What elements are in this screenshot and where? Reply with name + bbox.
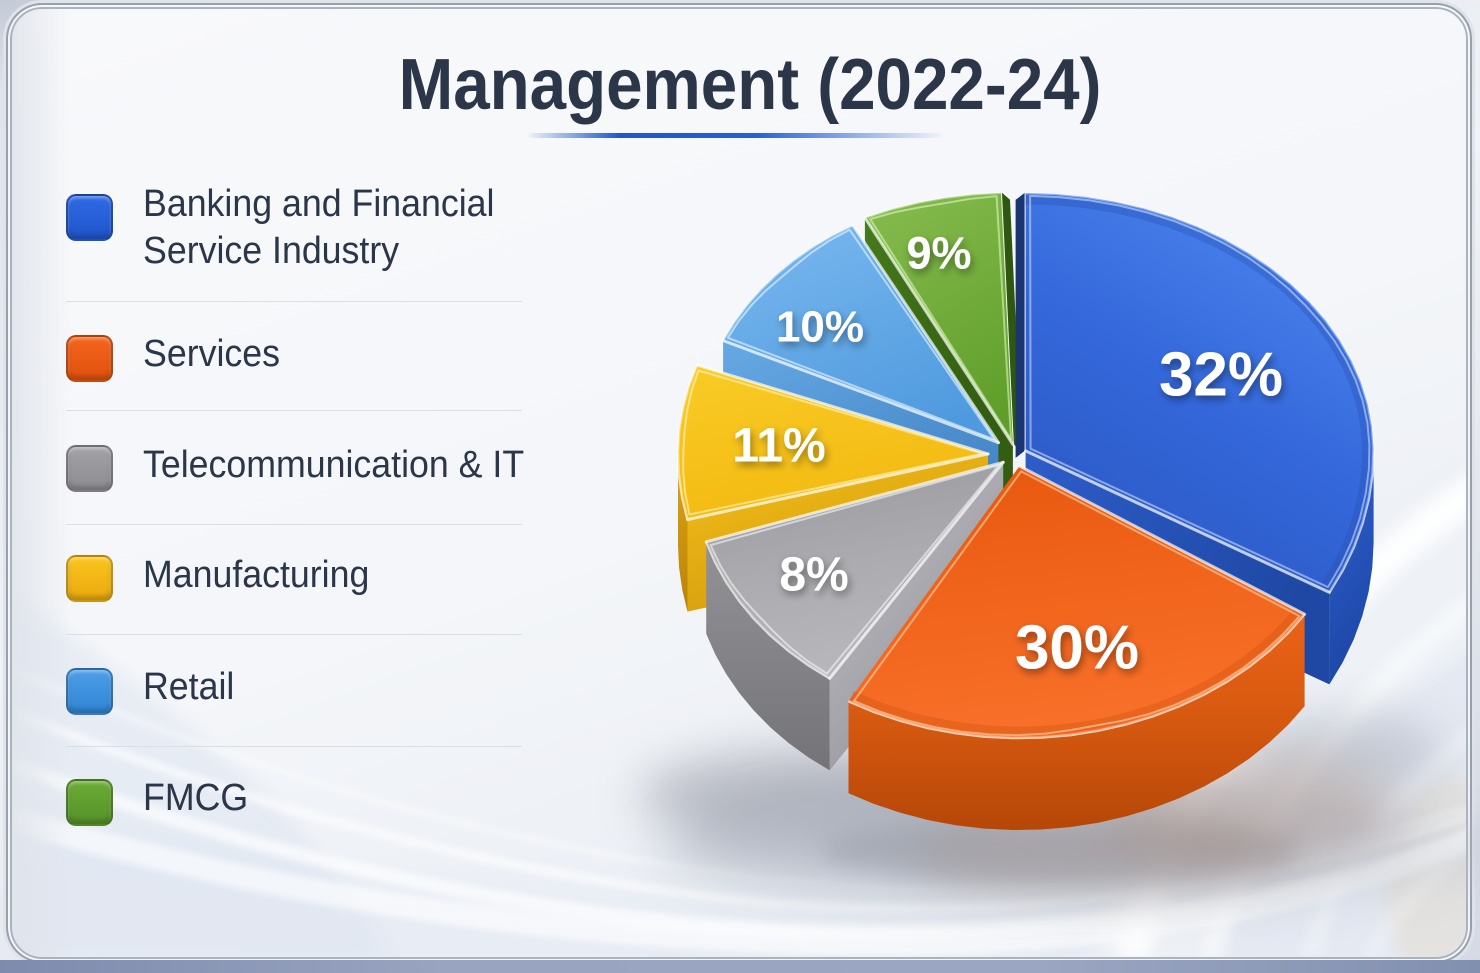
svg-text:32%: 32% (1159, 341, 1283, 410)
svg-text:8%: 8% (779, 549, 848, 602)
svg-text:30%: 30% (1015, 614, 1139, 683)
svg-text:11%: 11% (732, 420, 825, 473)
svg-text:9%: 9% (906, 228, 971, 279)
svg-text:10%: 10% (776, 303, 864, 352)
